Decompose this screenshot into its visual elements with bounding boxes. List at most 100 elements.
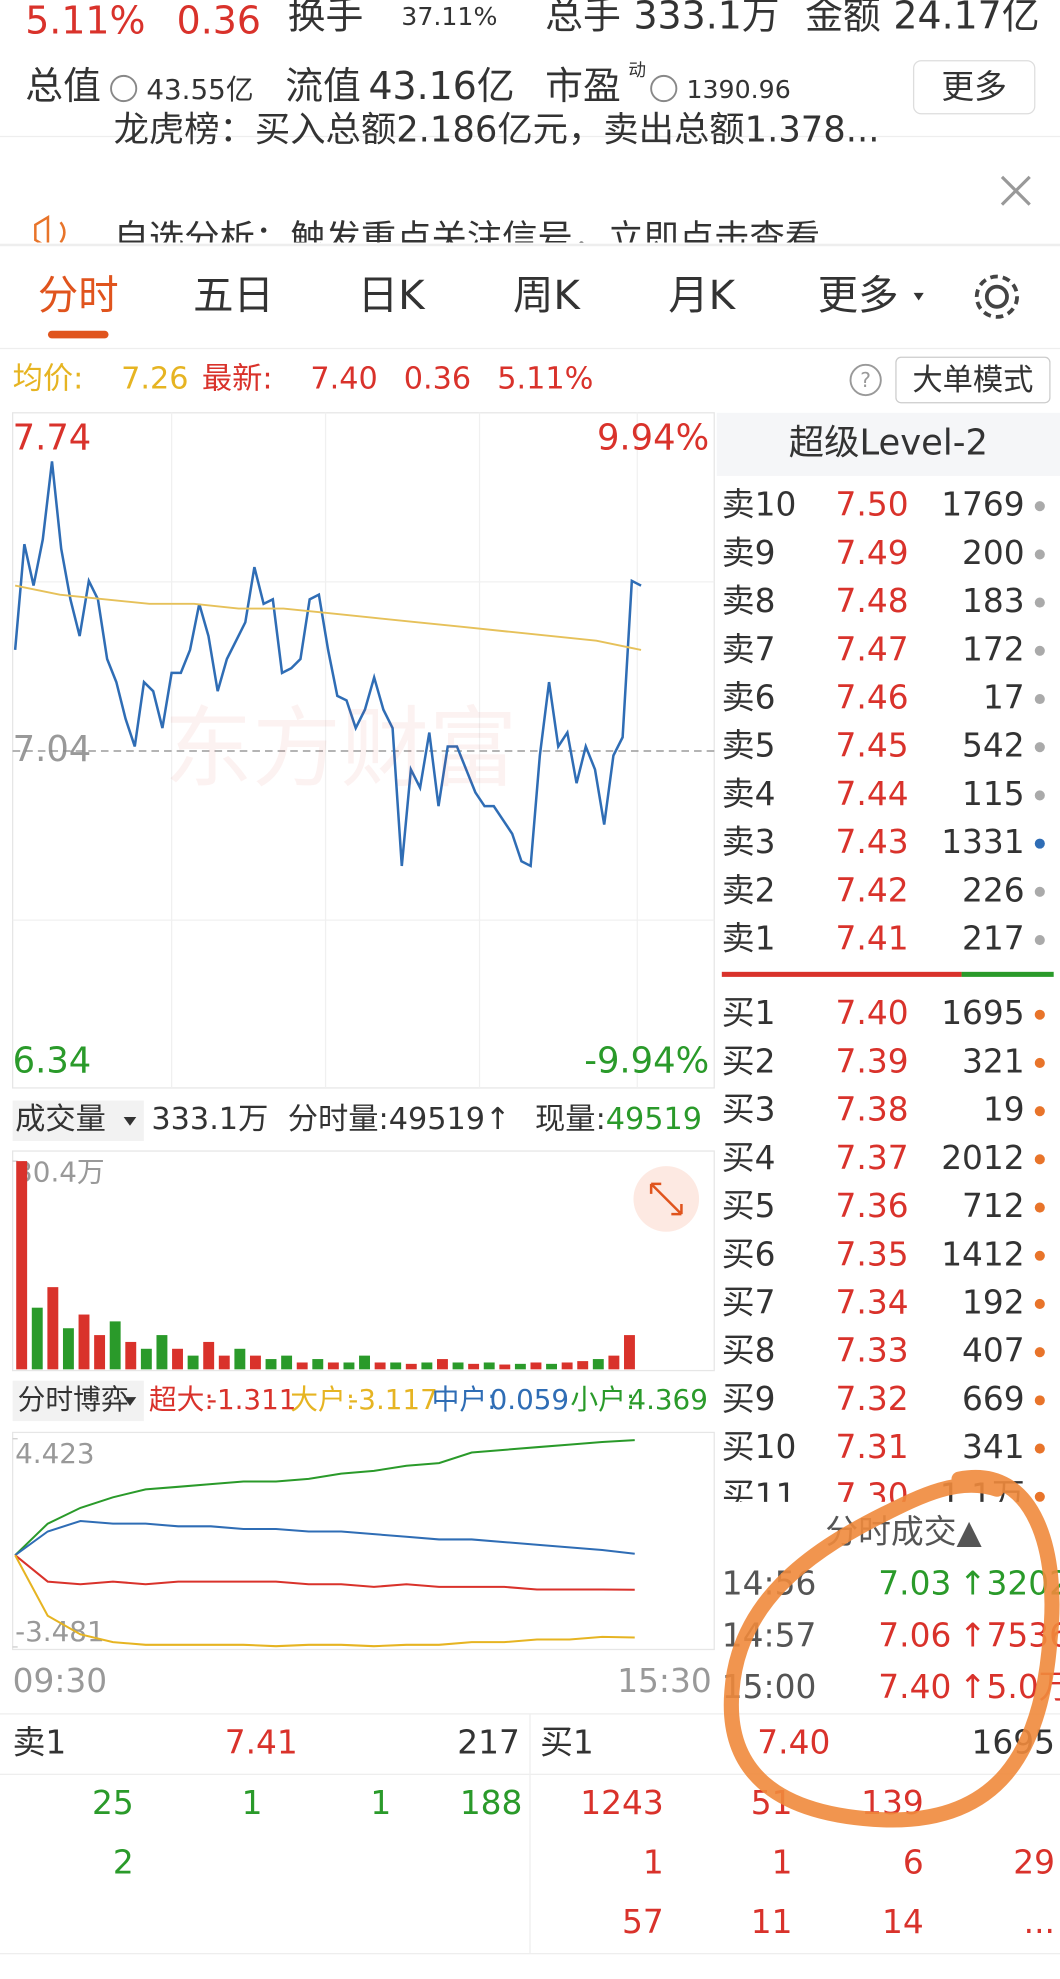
queue-ask-volume: 217 bbox=[457, 1724, 520, 1762]
turnover-label: 换手 bbox=[288, 0, 364, 37]
level-price: 7.38 bbox=[836, 1091, 909, 1129]
level-volume: 172 bbox=[962, 630, 1025, 668]
level-volume: 1769 bbox=[941, 486, 1024, 524]
avg: 7.26 bbox=[121, 362, 188, 397]
level-label: 卖9 bbox=[722, 534, 776, 572]
level-dot bbox=[1034, 1443, 1045, 1454]
level-volume: 341 bbox=[962, 1428, 1025, 1466]
settings-icon[interactable] bbox=[974, 274, 1019, 319]
close-icon[interactable] bbox=[1000, 175, 1031, 206]
volume-bar bbox=[343, 1362, 355, 1370]
level-volume: 1695 bbox=[941, 994, 1024, 1032]
tab[interactable]: 日K bbox=[358, 272, 426, 319]
tab[interactable]: 周K bbox=[513, 272, 581, 319]
x-tick-label: 15:30 bbox=[617, 1662, 712, 1700]
volume-bar bbox=[390, 1362, 402, 1370]
mode-button-label[interactable]: 大单模式 bbox=[912, 363, 1033, 398]
queue-ask-order: 1 bbox=[370, 1784, 391, 1822]
tab[interactable]: 五日 bbox=[193, 272, 274, 319]
level-volume: 542 bbox=[962, 727, 1025, 765]
level-dot bbox=[1034, 838, 1045, 849]
queue-ask-label: 卖1 bbox=[13, 1724, 67, 1762]
level-label: 买9 bbox=[722, 1380, 776, 1418]
level-label: 卖8 bbox=[722, 582, 776, 620]
volume-bar bbox=[125, 1341, 137, 1370]
level-label: 卖3 bbox=[722, 823, 776, 861]
volume-selector-label[interactable]: 成交量 bbox=[15, 1102, 106, 1137]
speaker-icon bbox=[34, 214, 66, 243]
y-tick-label: -3.481 bbox=[15, 1615, 104, 1648]
volume-bar bbox=[561, 1362, 573, 1370]
level-label: 卖10 bbox=[722, 486, 797, 524]
level-dot bbox=[1034, 790, 1045, 801]
expand-icon bbox=[649, 1182, 683, 1216]
level-price: 7.40 bbox=[836, 994, 909, 1032]
more-button-label[interactable]: 更多 bbox=[941, 68, 1007, 106]
level-dot bbox=[1034, 693, 1045, 705]
volume-bar bbox=[172, 1348, 183, 1370]
tab[interactable]: 分时 bbox=[38, 272, 119, 319]
volume-bar bbox=[468, 1363, 480, 1370]
level-price: 7.47 bbox=[836, 630, 909, 668]
volume-bar bbox=[530, 1362, 542, 1370]
volume-bar bbox=[624, 1335, 635, 1370]
total-cap-label: 总值 bbox=[25, 64, 101, 108]
level-volume: 407 bbox=[962, 1332, 1025, 1370]
level-price: 7.44 bbox=[836, 775, 909, 813]
queue-bid-label: 买1 bbox=[540, 1724, 594, 1762]
book-title: 超级Level-2 bbox=[789, 422, 988, 463]
level-dot bbox=[1034, 1347, 1045, 1358]
volume-bar bbox=[218, 1355, 230, 1370]
flow-value: -1.311 bbox=[207, 1383, 296, 1416]
level-dot bbox=[1034, 1106, 1045, 1117]
trades-bg bbox=[716, 1504, 1060, 1714]
level-volume: 200 bbox=[962, 534, 1025, 572]
volume-bar bbox=[16, 1161, 28, 1370]
level-dot bbox=[1034, 886, 1045, 897]
level-price: 7.37 bbox=[836, 1139, 909, 1177]
level-volume: 1331 bbox=[941, 823, 1024, 861]
y-tick-label: 4.423 bbox=[15, 1437, 94, 1470]
float-cap: 43.16亿 bbox=[368, 64, 514, 108]
level-dot bbox=[1034, 934, 1045, 946]
flow-line bbox=[14, 1554, 635, 1648]
volume-bar bbox=[483, 1362, 495, 1370]
help-icon[interactable]: ? bbox=[860, 368, 871, 392]
ratio-bar-bid bbox=[961, 971, 1054, 977]
mode-button[interactable] bbox=[895, 356, 1051, 404]
level-dot bbox=[1034, 1057, 1045, 1068]
level-volume: 669 bbox=[962, 1380, 1025, 1418]
tab[interactable]: 月K bbox=[668, 272, 736, 319]
flow-selector[interactable] bbox=[12, 1380, 144, 1422]
dropdown-arrow bbox=[123, 1116, 137, 1126]
dropdown-arrow bbox=[123, 1397, 137, 1406]
pct-label: 9.94% bbox=[597, 417, 709, 458]
level-dot bbox=[1034, 1491, 1045, 1502]
level-dot bbox=[1034, 597, 1045, 608]
change: 0.36 bbox=[177, 0, 261, 42]
level-label: 卖7 bbox=[722, 630, 776, 668]
level-price: 7.42 bbox=[836, 871, 909, 909]
info-icon[interactable] bbox=[650, 74, 678, 103]
more-button[interactable] bbox=[912, 60, 1036, 115]
level-dot bbox=[1034, 1154, 1045, 1165]
volume-bar bbox=[109, 1321, 121, 1370]
volume-selector[interactable] bbox=[12, 1100, 144, 1141]
change-pct: 5.11% bbox=[497, 362, 593, 397]
level-price: 7.46 bbox=[836, 679, 909, 717]
flow-selector-label[interactable]: 分时博弈 bbox=[18, 1383, 129, 1416]
level-dot bbox=[1034, 1009, 1045, 1020]
queue-bid-order: ... bbox=[1024, 1903, 1055, 1941]
help-icon[interactable] bbox=[849, 363, 882, 397]
level-label: 卖4 bbox=[722, 775, 776, 813]
amount-label: 金额 bbox=[805, 0, 881, 37]
notice[interactable]: 龙虎榜：买入总额2.186亿元，卖出总额1.378... bbox=[114, 109, 880, 150]
tab[interactable]: 更多 bbox=[818, 272, 899, 319]
info-icon[interactable] bbox=[110, 74, 138, 103]
level-label: 买7 bbox=[722, 1283, 776, 1321]
flow-line bbox=[14, 1439, 635, 1556]
notice[interactable]: 自选分析：触发重点关注信号，立即点击查看 bbox=[114, 218, 821, 259]
level-volume: 226 bbox=[962, 871, 1025, 909]
dropdown-arrow bbox=[913, 292, 924, 301]
